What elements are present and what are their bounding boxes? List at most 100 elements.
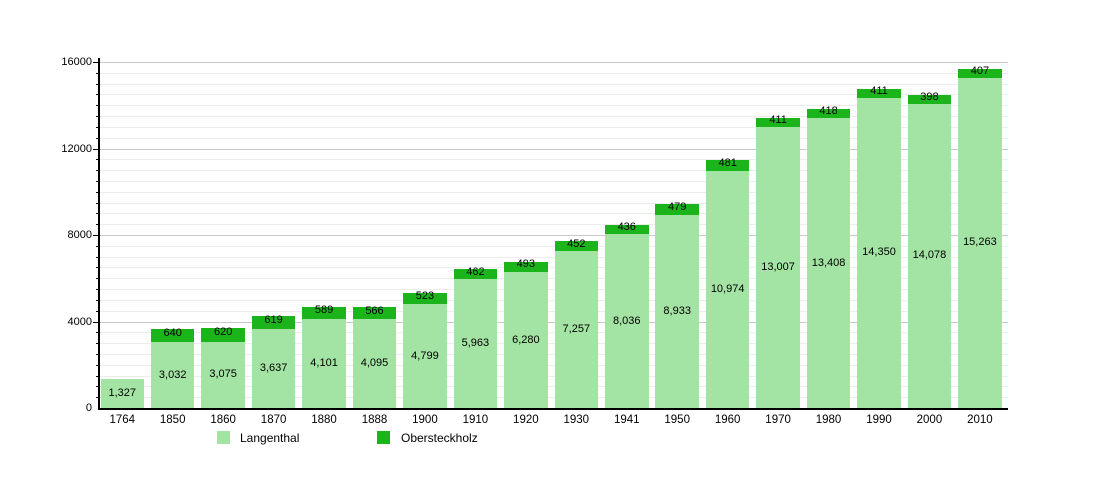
bar-value-obersteckholz-2010: 407 [970, 65, 990, 78]
y-axis-label: 12000 [61, 142, 92, 155]
x-axis-label-1900: 1900 [412, 414, 438, 426]
bar-langenthal-1980 [806, 118, 851, 408]
bar-langenthal-1900 [403, 304, 447, 408]
gridline-minor [100, 278, 1008, 280]
gridline-minor [100, 267, 1008, 269]
x-axis-label-1960: 1960 [714, 414, 741, 426]
bar-obersteckholz-1850 [150, 328, 195, 343]
x-axis-label-1910: 1910 [462, 414, 489, 426]
bar-value-obersteckholz-1888: 566 [365, 304, 384, 317]
y-axis-tick [93, 62, 100, 63]
bar-value-langenthal-1880: 4,101 [310, 357, 338, 370]
bar-value-obersteckholz-1900: 523 [415, 290, 435, 303]
y-axis-tick [93, 235, 100, 236]
bar-value-langenthal-1900: 4,799 [411, 349, 439, 362]
x-axis-label-1870: 1870 [260, 414, 287, 426]
bar-langenthal-1920 [504, 272, 548, 408]
x-axis-label-1880: 1880 [311, 414, 337, 426]
bar-value-langenthal-1970: 13,007 [761, 260, 795, 273]
bar-value-langenthal-2010: 15,263 [963, 236, 997, 249]
gridline-minor [100, 116, 1008, 118]
gridline-minor [100, 94, 1008, 96]
bar-langenthal-2010 [958, 77, 1002, 408]
bar-langenthal-1870 [251, 329, 296, 408]
bar-langenthal-1990 [857, 97, 901, 408]
bar-value-obersteckholz-1860: 620 [213, 326, 233, 339]
x-axis-label-1920: 1920 [513, 414, 539, 426]
bar-value-langenthal-1950: 8,933 [663, 304, 691, 317]
bar-langenthal-1850 [150, 342, 195, 408]
bar-obersteckholz-1960 [705, 160, 750, 171]
bar-obersteckholz-1930 [554, 241, 599, 252]
bar-langenthal-1960 [705, 170, 750, 408]
gridline-major [100, 321, 1008, 323]
gridline-minor [100, 397, 1008, 399]
x-axis-label-2010: 2010 [967, 414, 993, 426]
bar-value-langenthal-1990: 14,350 [862, 246, 896, 259]
bar-value-langenthal-1888: 4,095 [360, 357, 389, 370]
legend-label-langenthal: Langenthal [240, 431, 300, 445]
bar-langenthal-1941 [605, 234, 649, 408]
bar-value-obersteckholz-1950: 479 [668, 201, 687, 214]
x-axis-label-2000: 2000 [916, 414, 943, 426]
x-axis-label-1990: 1990 [866, 414, 892, 426]
gridline-minor [100, 83, 1008, 85]
bar-obersteckholz-2010 [958, 69, 1002, 78]
gridline-minor [100, 332, 1008, 334]
legend-swatch-langenthal [217, 431, 230, 444]
bar-langenthal-2000 [907, 103, 952, 408]
bar-value-langenthal-2000: 14,078 [912, 249, 947, 262]
bar-obersteckholz-1950 [655, 204, 699, 215]
gridline-minor [100, 375, 1008, 377]
x-axis-label-1930: 1930 [563, 414, 590, 426]
y-axis-tick [93, 321, 100, 323]
bar-value-langenthal-1850: 3,032 [158, 368, 187, 381]
bar-langenthal-1950 [655, 214, 699, 408]
x-axis-label-1970: 1970 [765, 414, 791, 426]
bar-obersteckholz-1941 [605, 224, 649, 235]
bar-obersteckholz-1980 [806, 109, 851, 119]
bar-value-obersteckholz-1910: 462 [466, 265, 485, 278]
bar-value-obersteckholz-1980: 418 [819, 105, 838, 118]
gridline-minor [100, 343, 1008, 345]
bar-value-obersteckholz-1850: 640 [163, 327, 182, 339]
y-axis-label: 0 [85, 402, 92, 414]
gridline-minor [100, 224, 1008, 226]
bar-value-obersteckholz-1880: 589 [314, 304, 334, 317]
bar-value-obersteckholz-1941: 436 [617, 221, 636, 233]
gridline-minor [100, 289, 1008, 291]
bar-obersteckholz-1860 [201, 328, 245, 342]
gridline-minor [100, 159, 1008, 161]
gridline-minor [100, 137, 1008, 139]
bar-langenthal-1910 [453, 279, 498, 408]
bar-value-langenthal-1960: 10,974 [710, 282, 745, 295]
gridline-minor [100, 191, 1008, 193]
bar-value-obersteckholz-1990: 411 [870, 84, 888, 97]
y-axis-label: 16000 [61, 56, 92, 68]
gridline-minor [100, 213, 1008, 215]
bar-langenthal-1930 [554, 251, 599, 408]
x-axis-label-1941: 1941 [613, 414, 640, 426]
legend-swatch-obersteckholz [377, 431, 390, 444]
bar-obersteckholz-1970 [756, 117, 800, 127]
x-axis-label-1764: 1764 [109, 414, 136, 426]
bar-value-obersteckholz-1960: 481 [718, 156, 737, 169]
gridline-minor [100, 202, 1008, 204]
legend-label-obersteckholz: Obersteckholz [401, 431, 478, 445]
bar-value-langenthal-1930: 7,257 [562, 323, 591, 336]
gridline-minor [100, 386, 1008, 388]
gridline-minor [100, 364, 1008, 366]
bar-value-obersteckholz-1920: 493 [516, 258, 536, 271]
gridline-major [100, 62, 1008, 63]
gridline-minor [100, 105, 1008, 107]
gridline-minor [100, 299, 1008, 301]
bar-value-obersteckholz-1870: 619 [264, 314, 283, 327]
gridline-minor [100, 256, 1008, 258]
bar-value-langenthal-1941: 8,036 [612, 314, 641, 327]
bar-obersteckholz-1990 [857, 88, 901, 98]
bar-value-langenthal-1920: 6,280 [512, 333, 540, 346]
bar-langenthal-1860 [201, 341, 245, 408]
gridline-major [100, 148, 1008, 150]
x-axis-line [98, 408, 1008, 410]
y-axis-tick [93, 148, 100, 150]
